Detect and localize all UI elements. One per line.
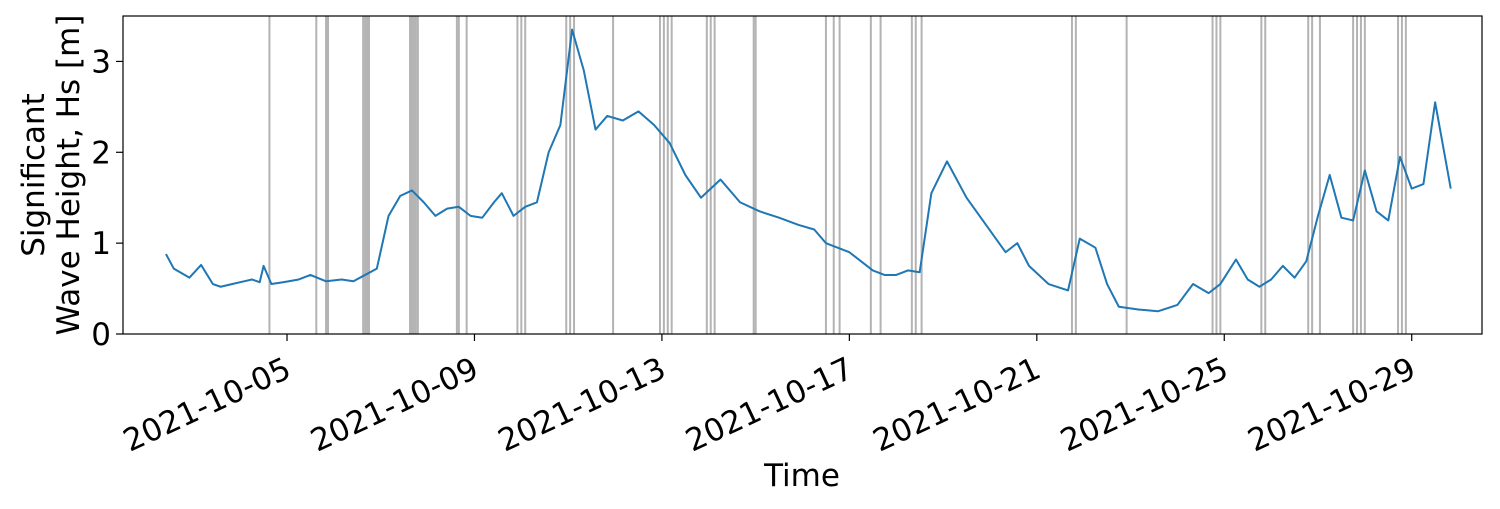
axes [122, 15, 1483, 335]
series-layer [165, 28, 1452, 313]
y-axis-label: Significant Wave Height, Hs [m] [16, 15, 87, 336]
x-tick-label: 2021-10-13 [493, 351, 672, 460]
event-lines [268, 16, 1407, 334]
x-tick-label: 2021-10-25 [1055, 351, 1234, 460]
y-tick-label: 2 [91, 135, 111, 171]
x-axis-label: Time [763, 458, 840, 494]
x-tick-label: 2021-10-05 [118, 351, 297, 460]
x-tick-label: 2021-10-29 [1243, 351, 1422, 460]
y-axis-label-line-1: Significant [16, 93, 52, 257]
plot-frame [122, 15, 1483, 335]
y-axis-label-line-2: Wave Height, Hs [m] [51, 15, 87, 336]
y-tick-label: 1 [91, 226, 111, 262]
x-tick-label: 2021-10-09 [305, 351, 484, 460]
x-tick-label: 2021-10-21 [868, 351, 1047, 460]
y-tick-label: 3 [91, 44, 111, 80]
x-tick-label: 2021-10-17 [680, 351, 859, 460]
y-tick-label: 0 [91, 317, 111, 353]
series-line-1 [165, 28, 1452, 313]
